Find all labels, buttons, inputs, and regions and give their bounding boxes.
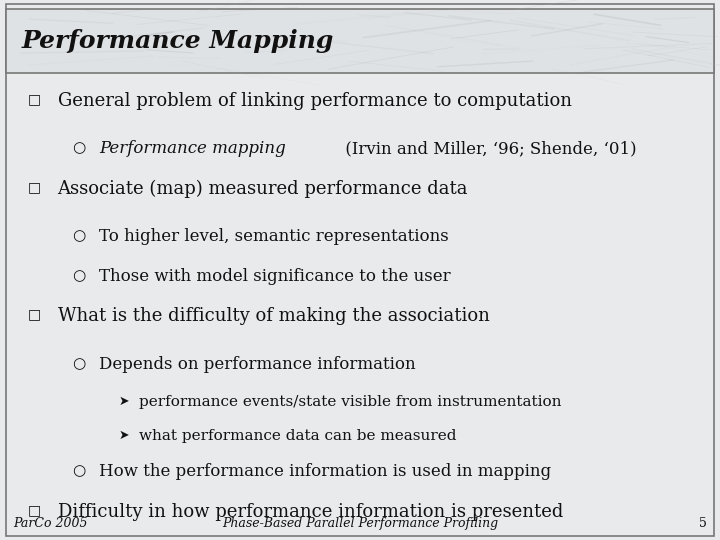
Text: performance events/state visible from instrumentation: performance events/state visible from in… bbox=[139, 395, 562, 409]
Text: To higher level, semantic representations: To higher level, semantic representation… bbox=[99, 228, 449, 245]
Text: ○: ○ bbox=[72, 463, 85, 478]
Text: what performance data can be measured: what performance data can be measured bbox=[139, 429, 456, 443]
Text: ○: ○ bbox=[72, 356, 85, 371]
Text: □: □ bbox=[27, 92, 40, 106]
FancyBboxPatch shape bbox=[6, 9, 714, 73]
Text: Depends on performance information: Depends on performance information bbox=[99, 356, 416, 373]
Text: ParCo 2005: ParCo 2005 bbox=[13, 517, 87, 530]
Text: □: □ bbox=[27, 503, 40, 517]
Text: ○: ○ bbox=[72, 268, 85, 283]
Text: Those with model significance to the user: Those with model significance to the use… bbox=[99, 268, 451, 285]
Text: ○: ○ bbox=[72, 228, 85, 244]
Text: ○: ○ bbox=[72, 140, 85, 156]
Text: ➤: ➤ bbox=[119, 395, 130, 408]
Text: How the performance information is used in mapping: How the performance information is used … bbox=[99, 463, 552, 480]
Text: Performance mapping: Performance mapping bbox=[99, 140, 286, 157]
Text: □: □ bbox=[27, 307, 40, 321]
Text: What is the difficulty of making the association: What is the difficulty of making the ass… bbox=[58, 307, 490, 325]
Text: Associate (map) measured performance data: Associate (map) measured performance dat… bbox=[58, 180, 468, 198]
Text: □: □ bbox=[27, 180, 40, 194]
Text: Phase-Based Parallel Performance Profiling: Phase-Based Parallel Performance Profili… bbox=[222, 517, 498, 530]
Text: 5: 5 bbox=[699, 517, 707, 530]
Text: (Irvin and Miller, ‘96; Shende, ‘01): (Irvin and Miller, ‘96; Shende, ‘01) bbox=[341, 140, 637, 157]
Text: General problem of linking performance to computation: General problem of linking performance t… bbox=[58, 92, 572, 110]
Text: ➤: ➤ bbox=[119, 429, 130, 442]
Text: Difficulty in how performance information is presented: Difficulty in how performance informatio… bbox=[58, 503, 563, 521]
Text: Performance Mapping: Performance Mapping bbox=[22, 29, 334, 53]
